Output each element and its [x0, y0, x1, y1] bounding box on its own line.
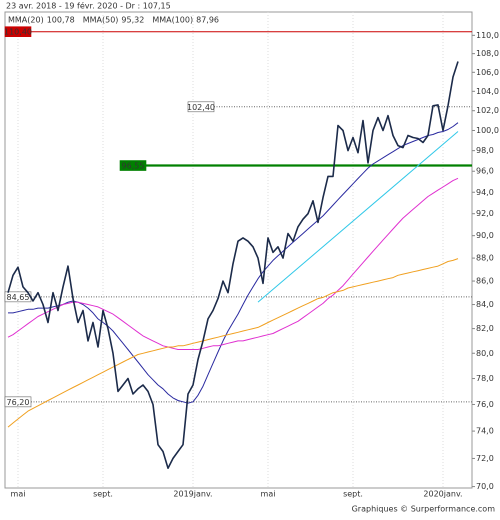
y-tick-label: 88,0	[476, 254, 494, 263]
y-tick-label: 100,0	[476, 126, 499, 135]
x-tick-label: 2020janv.	[423, 490, 462, 499]
level-label-box	[187, 101, 215, 113]
y-tick-label: 86,0	[476, 277, 494, 286]
level-label: 110,40	[4, 28, 32, 37]
moving-average-line	[7, 177, 459, 350]
moving-average-line	[7, 258, 459, 428]
legend-name: MMA(50)	[83, 16, 119, 25]
y-tick-label: 72,0	[476, 454, 494, 463]
y-tick-label: 110,0	[476, 31, 499, 40]
y-tick-label: 94,0	[476, 188, 494, 197]
header: 23 avr. 2018 - 19 févr. 2020 - Dr : 107,…	[6, 1, 171, 11]
level-label: 96,55	[122, 162, 145, 171]
trend-line	[257, 131, 459, 303]
x-tick-label: 2019janv.	[173, 490, 212, 499]
y-tick-label: 90,0	[476, 231, 494, 240]
level-label: 84,65	[7, 293, 30, 302]
x-tick-label: sept.	[343, 490, 363, 499]
y-tick-label: 106,0	[476, 68, 499, 77]
level-label-box	[119, 160, 147, 171]
x-tick-label: mai	[11, 490, 26, 499]
y-tick-label: 92,0	[476, 209, 494, 218]
price-line	[7, 61, 459, 469]
legend-value: 87,96	[196, 16, 219, 25]
legend-value: 100,78	[47, 16, 75, 25]
level-label: 76,20	[7, 398, 30, 407]
level-label-box	[4, 26, 32, 37]
level-label-box	[4, 396, 32, 408]
y-tick-label: 82,0	[476, 324, 494, 333]
y-tick-label: 80,0	[476, 349, 494, 358]
y-tick-label: 104,0	[476, 87, 499, 96]
y-tick-label: 102,0	[476, 106, 499, 115]
y-tick-label: 74,0	[476, 427, 494, 436]
x-tick-label: mai	[261, 490, 276, 499]
y-tick-label: 76,0	[476, 400, 494, 409]
legend-name: MMA(20)	[8, 16, 44, 25]
footer: Graphiques © Surperformance.com	[352, 505, 496, 514]
y-tick-label: 78,0	[476, 374, 494, 383]
y-tick-label: 84,0	[476, 300, 494, 309]
legend-value: 95,32	[121, 16, 144, 25]
y-tick-label: 96,0	[476, 167, 494, 176]
y-tick-label: 108,0	[476, 49, 499, 58]
legend-name: MMA(100)	[152, 16, 193, 25]
level-label: 102,40	[187, 103, 215, 112]
plot-frame	[4, 11, 473, 489]
x-tick-label: sept.	[93, 490, 113, 499]
moving-average-line	[8, 122, 459, 404]
y-tick-label: 70,0	[476, 482, 494, 491]
y-tick-label: 98,0	[476, 146, 494, 155]
